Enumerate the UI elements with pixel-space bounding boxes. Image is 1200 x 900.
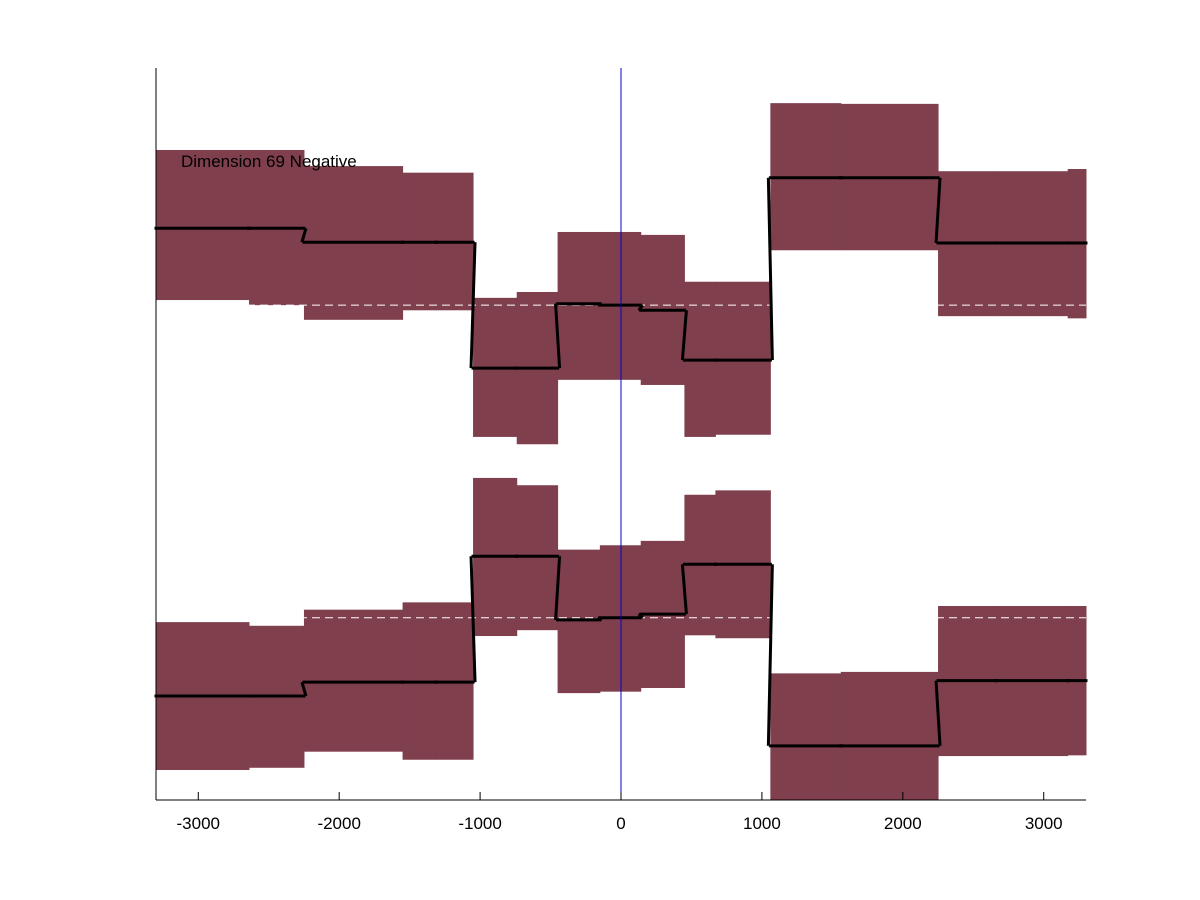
x-tick-label: 3000: [1025, 814, 1063, 833]
x-tick-label: 0: [616, 814, 625, 833]
band: [715, 281, 771, 435]
step-connector: [469, 242, 477, 369]
step-connector: [300, 227, 308, 243]
band: [770, 673, 842, 800]
step-connector: [554, 303, 562, 369]
step-connector: [934, 177, 942, 244]
x-tick-label: -3000: [177, 814, 220, 833]
band: [557, 231, 601, 380]
x-tick-label: 2000: [884, 814, 922, 833]
step-connector: [597, 302, 603, 307]
step-connector: [766, 564, 774, 746]
step-connector: [637, 612, 644, 619]
step-connector: [300, 681, 308, 697]
band: [840, 671, 939, 800]
ticks: -3000 -2000 -1000 0 1000 2000 3000: [177, 792, 1063, 833]
lines: [154, 68, 1088, 800]
band: [156, 149, 250, 301]
step-connector: [766, 177, 774, 361]
step-connector: [680, 564, 688, 615]
step-connector: [637, 304, 644, 312]
step-connector: [469, 556, 477, 683]
x-tick-label: -1000: [458, 814, 501, 833]
x-tick-label: -2000: [317, 814, 360, 833]
step-connector: [597, 616, 603, 622]
annotation: Dimension 69 Negative: [181, 152, 357, 171]
step-connector: [680, 310, 688, 361]
x-tick-label: 1000: [743, 814, 781, 833]
step-connector: [554, 556, 562, 621]
step-connector: [934, 680, 942, 746]
